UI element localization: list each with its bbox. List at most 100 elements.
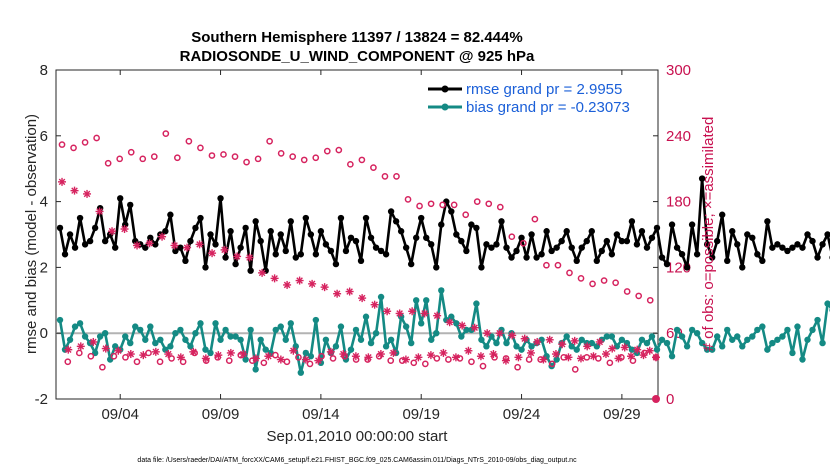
point-bias (568, 343, 575, 350)
point-bias (81, 333, 89, 340)
point-bias (729, 336, 736, 343)
point-assimilated (308, 279, 317, 288)
point-rmse (387, 208, 395, 215)
point-possible (306, 360, 314, 368)
point-bias (643, 339, 651, 347)
point-rmse (237, 244, 244, 251)
point-possible (122, 353, 129, 361)
legend-rmse-marker (441, 85, 449, 93)
left-tick-label: 0 (40, 325, 48, 342)
point-rmse (147, 234, 154, 241)
point-assimilated (545, 335, 554, 344)
point-bias (428, 336, 435, 343)
point-bias (528, 343, 535, 350)
point-bias (734, 333, 741, 340)
point-possible (381, 173, 389, 180)
point-possible (197, 144, 204, 152)
data-file-footnote: data file: /Users/raeder/DAI/ATM_forcXX/… (137, 457, 577, 464)
point-possible (295, 353, 302, 361)
point-bias (638, 336, 646, 343)
point-rmse (538, 251, 545, 258)
point-assimilated (183, 243, 192, 252)
point-possible (508, 233, 516, 241)
point-bias (608, 333, 616, 340)
point-rmse (493, 241, 500, 248)
chart-title-line-2: RADIOSONDE_U_WIND_COMPONENT @ 925 hPa (180, 48, 535, 65)
point-rmse (257, 237, 264, 245)
point-rmse (663, 260, 671, 268)
point-rmse (683, 264, 691, 271)
point-assimilated (595, 337, 604, 346)
point-bias (307, 353, 315, 360)
point-assimilated (526, 348, 535, 357)
point-assimilated (201, 354, 210, 363)
x-axis: 09/04 09/09 09/14 09/19 09/24 09/29 (101, 70, 641, 423)
point-rmse (503, 244, 510, 251)
right-axis-label: # of obs: o=possible; ×=assimilated (700, 117, 717, 352)
point-rmse (287, 218, 294, 225)
point-assimilated (83, 189, 92, 198)
point-rmse (708, 254, 716, 261)
point-possible (283, 358, 291, 366)
point-rmse (628, 218, 636, 225)
point-possible (548, 360, 556, 368)
point-possible (254, 155, 262, 163)
point-assimilated (576, 354, 585, 363)
point-assimilated (89, 337, 98, 346)
point-bias (382, 343, 390, 350)
point-bias (312, 316, 320, 324)
x-tick-label: 09/19 (402, 406, 440, 423)
point-bias (302, 349, 310, 357)
point-rmse (332, 260, 340, 268)
point-bias (503, 339, 510, 347)
point-assimilated (320, 283, 329, 292)
point-bias (212, 320, 219, 327)
point-rmse (347, 234, 355, 241)
point-bias (764, 346, 771, 353)
point-bias (433, 330, 440, 337)
point-bias (147, 323, 154, 330)
point-rmse (71, 244, 79, 251)
point-rmse (187, 237, 194, 245)
point-possible (139, 155, 147, 163)
point-bias (493, 339, 500, 347)
series-rmse (56, 175, 830, 274)
point-bias (357, 336, 365, 343)
point-bias (713, 333, 721, 340)
point-bias (588, 339, 595, 347)
chart-title-line-1: Southern Hemisphere 11397 / 13824 = 82.4… (191, 29, 522, 46)
point-rmse (197, 214, 204, 222)
point-rmse (247, 267, 254, 274)
point-bias (744, 336, 751, 343)
point-possible (520, 239, 527, 247)
point-rmse (528, 231, 535, 238)
point-rmse (212, 241, 219, 248)
point-rmse (297, 251, 305, 258)
point-possible (99, 363, 106, 371)
point-rmse (673, 244, 681, 251)
point-bias (749, 333, 756, 340)
point-bias (708, 346, 716, 353)
point-assimilated (583, 342, 592, 351)
point-rmse (423, 234, 430, 241)
point-bias (352, 326, 360, 334)
point-assimilated (564, 353, 573, 362)
point-rmse (588, 228, 595, 235)
point-rmse (127, 201, 134, 209)
point-bias (162, 346, 169, 353)
point-assimilated (233, 252, 242, 261)
point-assimilated (139, 351, 148, 360)
point-rmse (638, 228, 646, 235)
point-bias (56, 316, 64, 324)
point-assimilated (283, 280, 292, 289)
point-assimilated (645, 346, 654, 355)
point-possible (496, 203, 504, 211)
point-possible (93, 134, 100, 142)
point-rmse (583, 237, 590, 245)
point-assimilated (114, 346, 123, 355)
point-bias (202, 346, 209, 353)
point-rmse (488, 244, 495, 251)
point-rmse (518, 234, 525, 241)
point-rmse (498, 218, 505, 225)
